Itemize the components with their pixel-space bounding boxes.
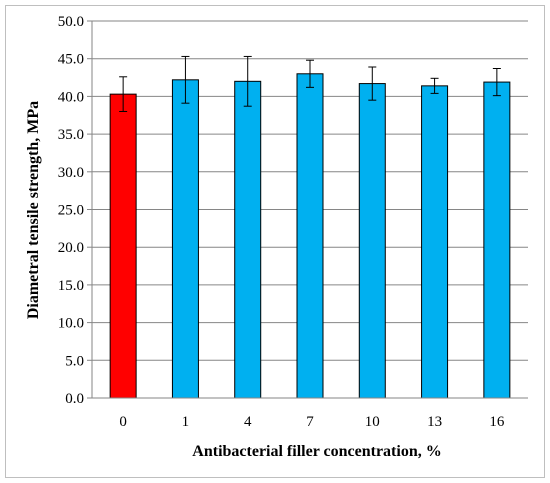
y-tick-label: 10.0 [58, 316, 84, 332]
bar-10 [358, 83, 386, 399]
bar-1 [171, 79, 199, 399]
x-tick-label: 13 [427, 414, 442, 430]
y-tick-label: 25.0 [58, 203, 84, 219]
bars [109, 55, 511, 399]
chart-frame [5, 5, 545, 478]
y-tick-label: 20.0 [58, 240, 84, 256]
y-axis-title: Diametral tensile strength, MPa [25, 101, 42, 319]
y-tick-label: 5.0 [65, 353, 84, 369]
y-tick-label: 50.0 [58, 14, 84, 30]
x-tick-label: 4 [244, 414, 252, 430]
y-tick-label: 0.0 [65, 391, 84, 407]
x-tick-label: 16 [489, 414, 505, 430]
x-tick-label: 7 [306, 414, 314, 430]
y-tick-label: 15.0 [58, 278, 84, 294]
bar-4 [234, 80, 262, 399]
bar-16 [483, 81, 511, 399]
y-tick-label: 40.0 [58, 89, 84, 105]
tick-labels: 0.0 5.0 10.0 15.0 20.0 25.0 30.0 35.0 40.0 45.0 50… [58, 14, 505, 430]
bar-7 [296, 73, 324, 399]
bar-0 [109, 93, 137, 399]
axes [87, 20, 528, 399]
bar-13 [421, 85, 449, 399]
y-tick-label: 35.0 [58, 127, 84, 143]
x-tick-label: 1 [182, 414, 190, 430]
x-tick-label: 0 [119, 414, 127, 430]
y-tick-label: 30.0 [58, 165, 84, 181]
x-tick-label: 10 [365, 414, 380, 430]
y-tick-label: 45.0 [58, 52, 84, 68]
x-axis-title: Antibacterial filler concentration, % [192, 443, 441, 460]
